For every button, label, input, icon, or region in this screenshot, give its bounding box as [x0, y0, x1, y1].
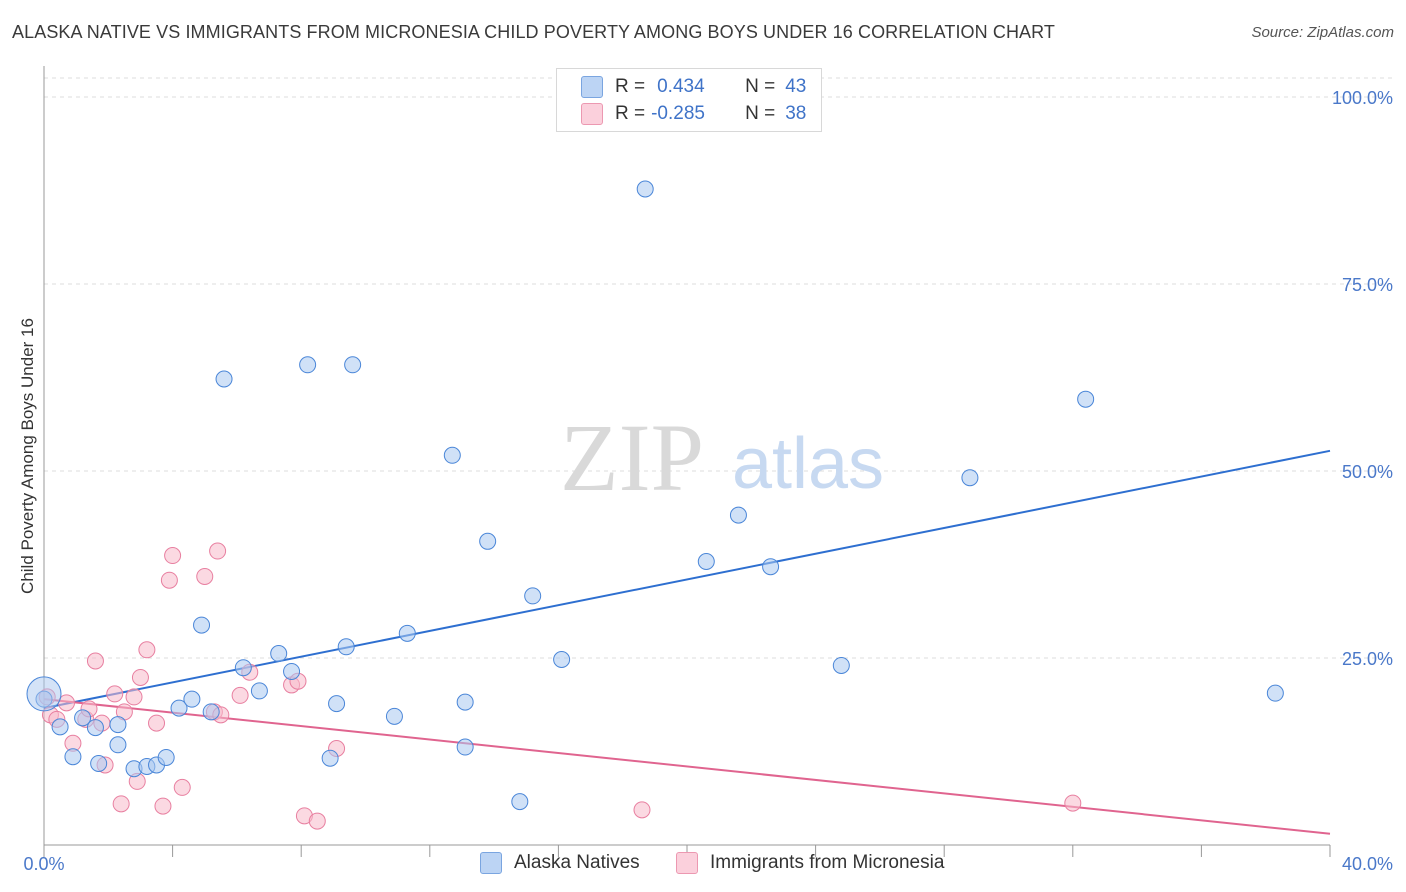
point-alaska-natives	[215, 370, 233, 388]
y-tick-label: 75.0%	[1342, 275, 1393, 295]
y-tick-label: 50.0%	[1342, 462, 1393, 482]
trend-line-micronesia	[43, 698, 1331, 835]
point-alaska-natives	[762, 558, 780, 576]
point-alaska-natives	[250, 682, 268, 700]
legend-row-alaska: R = 0.434 N = 43	[581, 74, 806, 100]
x-tick-label-min: 0.0%	[23, 854, 64, 874]
point-micronesia	[633, 801, 651, 819]
point-micronesia	[154, 797, 172, 815]
watermark-atlas: atlas	[732, 424, 884, 504]
point-micronesia	[196, 567, 214, 585]
point-micronesia	[106, 685, 124, 703]
point-alaska-natives	[202, 703, 220, 721]
point-micronesia	[164, 547, 182, 565]
point-alaska-natives	[86, 719, 104, 737]
legend-r-label: R =	[615, 76, 646, 97]
point-micronesia	[308, 812, 326, 830]
legend-n-label: N =	[745, 103, 776, 124]
point-alaska-natives	[511, 793, 529, 811]
point-alaska-natives	[385, 707, 403, 725]
point-alaska-natives	[456, 738, 474, 756]
point-alaska-natives	[183, 690, 201, 708]
point-alaska-natives	[832, 656, 850, 674]
point-alaska-natives	[109, 716, 127, 734]
point-micronesia	[131, 668, 149, 686]
point-alaska-natives	[636, 180, 654, 198]
point-alaska-natives	[443, 446, 461, 464]
point-alaska-natives	[344, 356, 362, 374]
point-micronesia	[173, 778, 191, 796]
point-micronesia	[125, 688, 143, 706]
point-alaska-natives	[328, 695, 346, 713]
legend-swatch-pink	[581, 103, 603, 125]
point-alaska-natives	[170, 699, 188, 717]
chart-title: ALASKA NATIVE VS IMMIGRANTS FROM MICRONE…	[12, 22, 1056, 42]
point-alaska-natives	[456, 693, 474, 711]
point-alaska-natives	[90, 754, 108, 772]
point-alaska-natives	[51, 718, 69, 736]
legend-n-label: N =	[745, 76, 776, 97]
point-micronesia	[148, 714, 166, 732]
axes	[43, 66, 1331, 857]
stats-legend: R = 0.434 N = 43 R = -0.285 N = 38	[556, 68, 822, 132]
point-alaska-natives	[234, 659, 252, 677]
point-alaska-natives	[283, 662, 301, 680]
point-alaska-natives	[157, 748, 175, 766]
legend-row-micronesia: R = -0.285 N = 38	[581, 101, 806, 127]
point-alaska-natives	[1077, 390, 1095, 408]
legend-r-value: -0.285	[651, 103, 705, 124]
y-tick-label: 25.0%	[1342, 649, 1393, 669]
y-tick-label: 100.0%	[1332, 88, 1393, 108]
point-micronesia	[231, 686, 249, 704]
tick-labels: 100.0% 75.0% 50.0% 25.0% 0.0% 40.0%	[23, 88, 1393, 874]
point-alaska-natives-large	[26, 676, 62, 712]
legend-n-value: 43	[785, 76, 807, 97]
series-legend: Alaska Natives Immigrants from Micronesi…	[0, 852, 1406, 878]
point-alaska-natives	[270, 645, 288, 663]
data-points	[26, 180, 1284, 830]
point-micronesia	[86, 652, 104, 670]
grid-lines	[44, 77, 1393, 659]
source-label: Source: ZipAtlas.com	[1251, 24, 1394, 41]
legend-swatch-blue	[480, 852, 502, 874]
point-micronesia	[160, 571, 178, 589]
point-alaska-natives	[299, 356, 317, 374]
point-alaska-natives	[1266, 684, 1284, 702]
watermark-zip: ZIP	[560, 404, 704, 511]
legend-item-micronesia: Immigrants from Micronesia	[676, 852, 944, 874]
point-alaska-natives	[697, 553, 715, 571]
legend-n-value: 38	[785, 103, 807, 124]
point-alaska-natives	[321, 749, 339, 767]
trend-lines	[43, 449, 1331, 835]
point-alaska-natives	[64, 748, 82, 766]
point-micronesia	[209, 542, 227, 560]
point-alaska-natives	[553, 650, 571, 668]
point-micronesia	[1064, 794, 1082, 812]
trend-line-alaska-natives	[43, 449, 1331, 710]
legend-label-alaska-natives: Alaska Natives	[514, 852, 640, 873]
legend-label-micronesia: Immigrants from Micronesia	[710, 852, 945, 873]
legend-item-alaska-natives: Alaska Natives	[480, 852, 640, 874]
point-alaska-natives	[729, 506, 747, 524]
point-alaska-natives	[524, 587, 542, 605]
point-alaska-natives	[479, 532, 497, 550]
point-alaska-natives	[193, 616, 211, 634]
point-alaska-natives	[398, 624, 416, 642]
legend-r-value: 0.434	[657, 76, 705, 97]
point-micronesia	[112, 795, 130, 813]
y-axis-label: Child Poverty Among Boys Under 16	[18, 318, 37, 594]
point-alaska-natives	[109, 736, 127, 754]
point-alaska-natives	[961, 469, 979, 487]
legend-swatch-pink	[676, 852, 698, 874]
point-alaska-natives	[74, 709, 92, 727]
legend-r-label: R =	[615, 103, 646, 124]
point-micronesia	[138, 641, 156, 659]
legend-swatch-blue	[581, 76, 603, 98]
point-alaska-natives	[337, 638, 355, 656]
x-tick-label-max: 40.0%	[1342, 854, 1393, 874]
